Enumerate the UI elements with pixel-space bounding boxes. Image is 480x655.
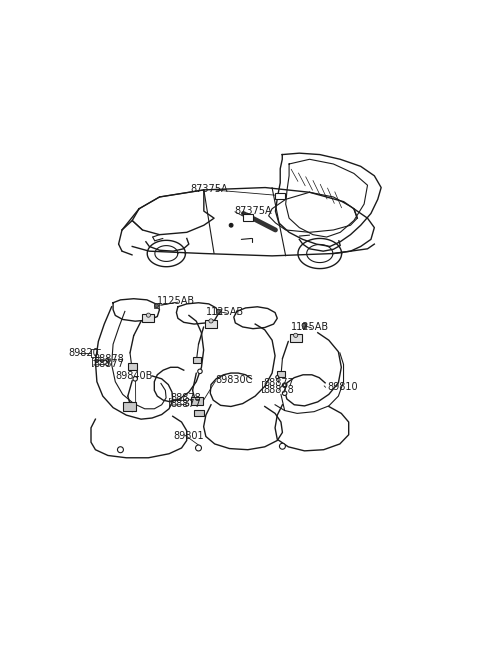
Bar: [191, 398, 203, 405]
Circle shape: [216, 310, 220, 313]
Circle shape: [118, 447, 123, 453]
Text: 1125AB: 1125AB: [156, 296, 195, 306]
Bar: [277, 371, 286, 377]
Text: 89801: 89801: [173, 431, 204, 441]
Text: 88877: 88877: [94, 359, 124, 369]
Circle shape: [155, 304, 158, 308]
Text: 88878: 88878: [94, 354, 124, 364]
Circle shape: [186, 398, 189, 401]
Text: 89830C: 89830C: [216, 375, 253, 385]
Text: 1125AB: 1125AB: [206, 307, 244, 317]
Circle shape: [198, 369, 202, 373]
Circle shape: [146, 313, 151, 317]
Circle shape: [302, 324, 306, 327]
Circle shape: [282, 391, 287, 396]
Bar: [205, 320, 217, 328]
Circle shape: [106, 358, 109, 362]
Text: 87375A: 87375A: [235, 206, 273, 215]
Bar: [216, 309, 221, 314]
Text: 89810: 89810: [327, 383, 358, 392]
Circle shape: [133, 377, 137, 381]
Circle shape: [106, 363, 109, 365]
Bar: [290, 334, 301, 343]
Text: 88878: 88878: [170, 394, 201, 403]
Bar: [154, 303, 159, 308]
Bar: [194, 410, 204, 417]
Circle shape: [283, 384, 286, 386]
Bar: [192, 358, 201, 364]
Bar: [128, 364, 137, 370]
Bar: [276, 193, 285, 199]
Bar: [123, 402, 136, 411]
Circle shape: [276, 375, 279, 379]
Text: 88877: 88877: [170, 400, 201, 409]
Text: 1125AB: 1125AB: [290, 322, 329, 332]
Circle shape: [229, 223, 233, 227]
Text: 88878: 88878: [264, 385, 295, 396]
Circle shape: [294, 333, 298, 337]
Circle shape: [195, 445, 202, 451]
Circle shape: [209, 319, 213, 323]
Text: 89840B: 89840B: [115, 371, 153, 381]
Bar: [243, 214, 252, 221]
Bar: [143, 314, 155, 322]
Bar: [301, 323, 306, 328]
Circle shape: [282, 383, 287, 387]
Text: 87375A: 87375A: [190, 184, 228, 194]
Circle shape: [186, 403, 189, 406]
Circle shape: [279, 443, 286, 449]
Text: 89820: 89820: [68, 348, 99, 358]
Text: 88877: 88877: [264, 378, 295, 388]
